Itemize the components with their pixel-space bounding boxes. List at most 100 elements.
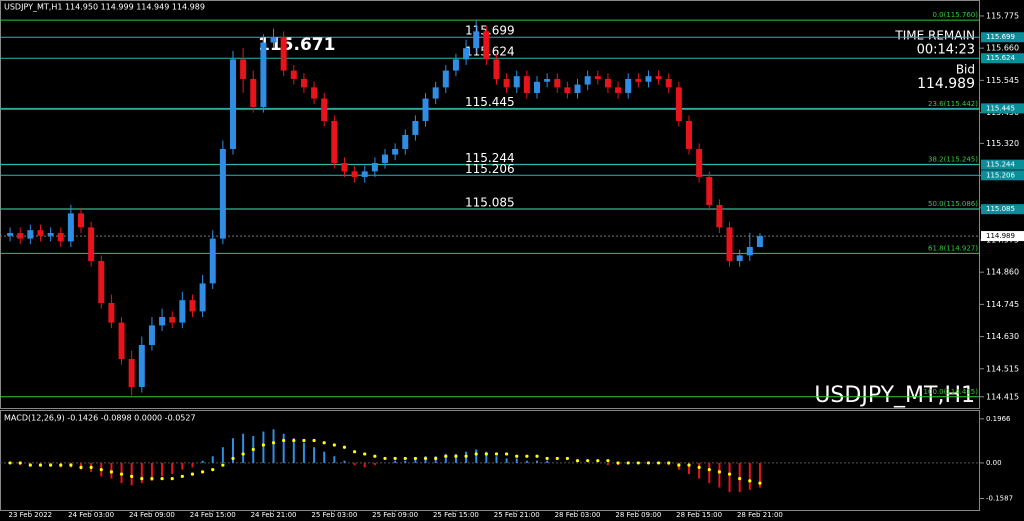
signal-dot [18, 461, 22, 465]
candle-body [250, 78, 257, 107]
candle-body [655, 76, 662, 79]
signal-dot [444, 454, 448, 458]
candle-body [108, 302, 115, 323]
candle-body [209, 238, 216, 284]
candle-body [392, 148, 399, 155]
signal-dot [109, 470, 113, 474]
time-remain-label: TIME REMAIN [894, 29, 975, 43]
signal-dot [707, 468, 711, 472]
candle-body [554, 78, 561, 88]
candle-body [311, 87, 318, 99]
level-box [981, 32, 1024, 43]
level-box [981, 53, 1024, 64]
signal-dot [241, 452, 245, 456]
signal-dot [464, 454, 468, 458]
fib-label: 100.0(114.415) [924, 388, 979, 396]
y-tick-label: 0.1966 [986, 415, 1011, 423]
signal-dot [413, 456, 417, 461]
signal-dot [38, 463, 43, 467]
y-tick-label: 115.660 [986, 44, 1019, 53]
y-tick-label: 115.545 [986, 76, 1019, 85]
candle-body [696, 148, 703, 177]
signal-dot [150, 477, 154, 481]
signal-dot [403, 456, 407, 461]
candle-body [604, 78, 611, 88]
level-label: 115.085 [465, 196, 515, 210]
candle-body [189, 300, 196, 312]
header: USDJPY_MT,H1 114.950 114.999 114.949 114… [4, 3, 205, 12]
signal-dot [211, 468, 215, 472]
signal-dot [170, 477, 174, 481]
candle-body [463, 48, 470, 60]
candle-body [219, 148, 226, 239]
signal-dot [353, 450, 357, 454]
candle-body [432, 87, 439, 99]
signal-dot [677, 463, 681, 467]
signal-dot [221, 463, 225, 467]
fib-label: 0.0(115.760) [932, 11, 978, 19]
candle-body [27, 230, 34, 239]
bid-value: 114.989 [917, 76, 975, 92]
signal-dot [748, 479, 752, 483]
x-tick-label: 28 Feb 09:00 [615, 511, 661, 519]
signal-dot [494, 452, 499, 456]
signal-dot [69, 463, 73, 467]
candle-body [17, 232, 24, 239]
candle-body [47, 232, 54, 236]
x-tick-label: 24 Feb 21:00 [251, 511, 297, 519]
signal-dot [89, 465, 93, 469]
candle-body [483, 31, 490, 60]
candle-body [341, 162, 348, 172]
candle-body [78, 213, 84, 228]
candle-body [270, 36, 277, 43]
signal-dot [180, 474, 184, 478]
candle-body [523, 76, 530, 93]
level-label: 115.244 [465, 151, 515, 165]
signal-dot [28, 463, 32, 467]
signal-dot [687, 463, 691, 467]
y-tick-label: 115.320 [986, 139, 1019, 148]
x-tick-label: 28 Feb 15:00 [676, 511, 722, 519]
candle-body [230, 59, 236, 149]
candle-body [128, 358, 135, 387]
x-tick-label: 28 Feb 21:00 [737, 511, 783, 519]
candle-body [584, 76, 591, 85]
candle-body [260, 42, 267, 107]
y-tick-label: 114.630 [986, 332, 1019, 341]
y-tick-label: 0.00 [986, 459, 1002, 467]
signal-dot [99, 468, 103, 472]
signal-dot [342, 445, 347, 449]
candle-body [473, 31, 480, 49]
x-tick-label: 25 Feb 09:00 [372, 511, 418, 519]
candle-body [290, 70, 297, 79]
signal-dot [8, 461, 12, 465]
signal-dot [575, 459, 580, 463]
signal-dot [667, 461, 671, 465]
level-box [981, 170, 1024, 181]
fib-label: 61.8(114.927) [928, 244, 978, 252]
x-tick-label: 25 Feb 15:00 [433, 511, 479, 519]
signal-dot [555, 456, 559, 461]
signal-dot [596, 459, 600, 463]
level-box-label: 115.244 [986, 161, 1015, 169]
candle-body [645, 76, 652, 82]
x-tick-label: 23 Feb 2022 [9, 511, 53, 519]
candle-body [625, 78, 632, 93]
candle-body [686, 120, 692, 149]
y-tick-label: 115.775 [986, 11, 1019, 20]
signal-dot [434, 456, 438, 461]
y-tick-label: 114.415 [986, 392, 1019, 401]
candle-body [726, 227, 733, 261]
signal-dot [423, 456, 428, 461]
signal-dot [454, 454, 458, 458]
candle-body [37, 230, 44, 236]
bid-box-label: 114.989 [986, 232, 1015, 240]
candle-body [452, 59, 459, 71]
candle-body [665, 78, 672, 88]
candle-body [564, 87, 571, 93]
signal-dot [261, 443, 265, 447]
candle-body [503, 78, 510, 88]
signal-dot [474, 452, 478, 456]
fib-label: 38.2(115.245) [928, 155, 978, 163]
